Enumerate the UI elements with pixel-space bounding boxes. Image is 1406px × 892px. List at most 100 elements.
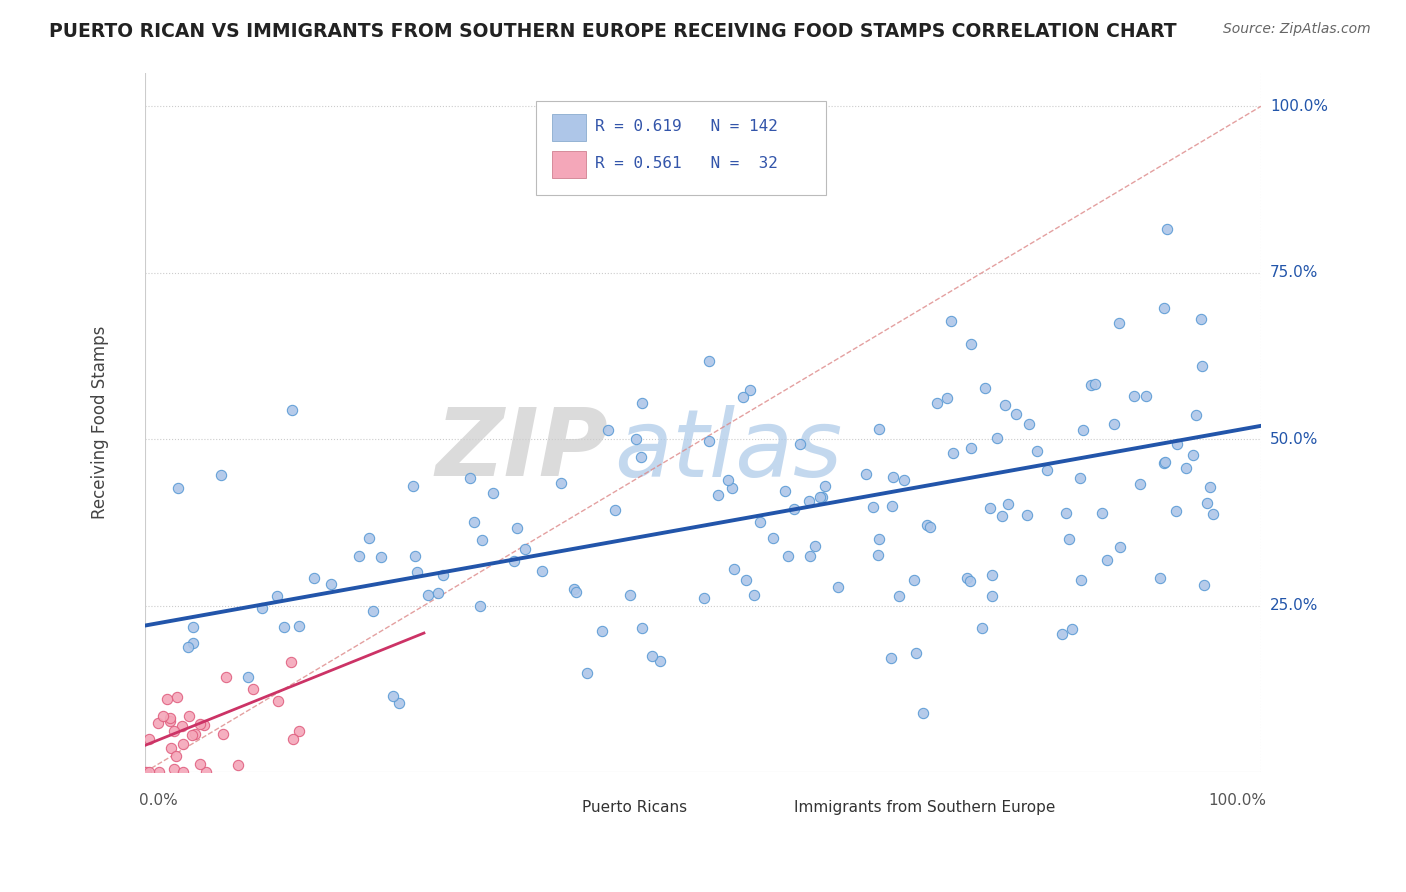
Point [717, 473, 740, 487]
Point [789, 437, 811, 451]
Point [731, 390, 754, 404]
Point [693, 591, 716, 606]
Point [979, 501, 1001, 516]
Point [288, 724, 311, 739]
FancyBboxPatch shape [536, 101, 825, 195]
Point [1153, 455, 1175, 469]
Text: Source: ZipAtlas.com: Source: ZipAtlas.com [1223, 22, 1371, 37]
Text: atlas: atlas [613, 405, 842, 496]
Point [458, 471, 481, 485]
Point [1164, 504, 1187, 518]
Point [502, 554, 524, 568]
Point [184, 727, 207, 741]
Point [195, 764, 218, 779]
Point [808, 490, 831, 504]
Point [432, 567, 454, 582]
Point [974, 381, 997, 395]
Point [868, 532, 890, 546]
Point [959, 574, 981, 589]
Point [1109, 540, 1132, 554]
Point [1194, 578, 1216, 592]
Point [181, 728, 204, 742]
Point [740, 384, 762, 398]
Point [591, 624, 613, 639]
Point [925, 396, 948, 410]
FancyBboxPatch shape [553, 152, 586, 178]
Point [994, 398, 1017, 412]
Text: PUERTO RICAN VS IMMIGRANTS FROM SOUTHERN EUROPE RECEIVING FOOD STAMPS CORRELATIO: PUERTO RICAN VS IMMIGRANTS FROM SOUTHERN… [49, 22, 1177, 41]
Point [1057, 532, 1080, 546]
FancyBboxPatch shape [553, 114, 586, 141]
Text: 0.0%: 0.0% [139, 793, 179, 808]
Point [778, 549, 800, 564]
Point [912, 706, 935, 720]
Point [530, 564, 553, 578]
Point [156, 691, 179, 706]
Point [1191, 359, 1213, 373]
Point [363, 603, 385, 617]
Point [1050, 626, 1073, 640]
Point [981, 568, 1004, 582]
Point [880, 651, 903, 665]
Point [211, 727, 233, 741]
Point [1153, 301, 1175, 315]
Point [148, 716, 170, 731]
Point [619, 588, 641, 602]
Point [382, 689, 405, 703]
Point [266, 589, 288, 603]
Point [471, 533, 494, 547]
Point [427, 586, 450, 600]
Point [1166, 437, 1188, 451]
Point [273, 620, 295, 634]
Text: 100.0%: 100.0% [1209, 793, 1267, 808]
Point [721, 481, 744, 495]
Point [775, 484, 797, 499]
Point [1083, 377, 1105, 392]
Point [762, 532, 785, 546]
Point [697, 434, 720, 448]
Point [288, 619, 311, 633]
Point [631, 396, 654, 410]
Point [1062, 622, 1084, 636]
Point [991, 508, 1014, 523]
Point [215, 670, 238, 684]
Point [868, 548, 890, 562]
Point [1195, 496, 1218, 510]
Point [576, 666, 599, 681]
Point [402, 479, 425, 493]
Point [181, 636, 204, 650]
Point [797, 494, 820, 508]
Point [280, 655, 302, 669]
Point [1202, 507, 1225, 521]
Point [1018, 417, 1040, 432]
Point [1095, 553, 1118, 567]
Point [163, 762, 186, 776]
Point [723, 562, 745, 576]
Point [138, 731, 160, 746]
Point [648, 655, 671, 669]
Point [167, 481, 190, 495]
Point [148, 765, 170, 780]
Text: Puerto Ricans: Puerto Ricans [582, 800, 688, 815]
Point [347, 549, 370, 563]
Point [1185, 408, 1208, 422]
Point [1080, 378, 1102, 392]
Point [1135, 388, 1157, 402]
Point [304, 571, 326, 585]
FancyBboxPatch shape [541, 798, 572, 817]
Point [359, 532, 381, 546]
Point [209, 468, 232, 483]
Point [172, 737, 194, 751]
Point [193, 718, 215, 732]
Point [1036, 463, 1059, 477]
Text: 50.0%: 50.0% [1270, 432, 1319, 447]
Point [283, 732, 305, 747]
Point [188, 756, 211, 771]
Point [1026, 444, 1049, 458]
Point [172, 719, 194, 733]
Point [1054, 506, 1077, 520]
Point [138, 765, 160, 780]
Point [630, 450, 652, 465]
Point [960, 336, 983, 351]
Point [163, 723, 186, 738]
